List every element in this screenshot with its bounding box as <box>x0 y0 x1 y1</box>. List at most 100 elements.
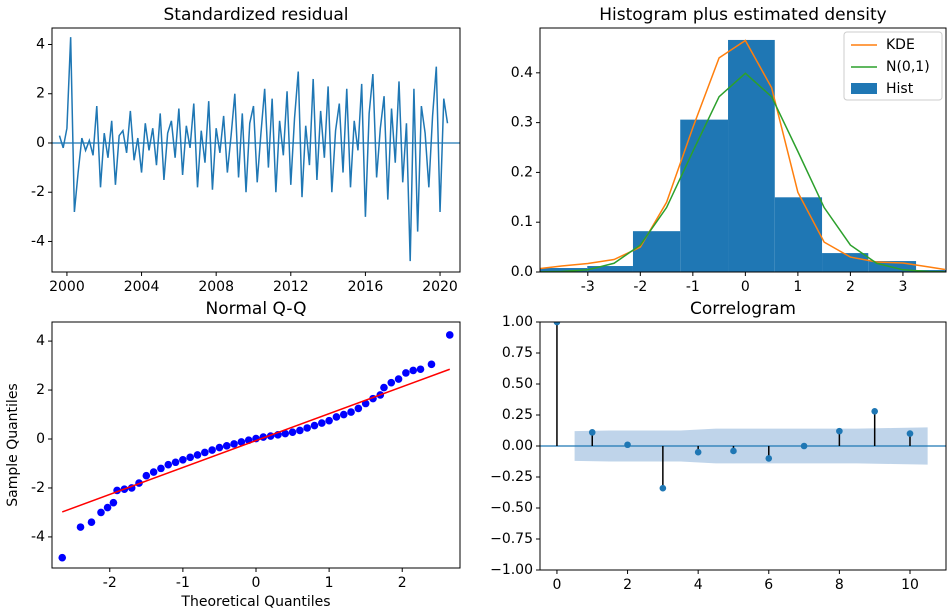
stem-marker <box>694 448 702 456</box>
y-tick-label: 1.00 <box>502 314 533 330</box>
x-tick-label: 2016 <box>348 279 384 295</box>
legend-label: KDE <box>886 37 915 53</box>
y-tick-label: 0.00 <box>502 438 533 454</box>
y-tick-label: −0.50 <box>490 500 533 516</box>
x-tick-label: 2008 <box>198 279 234 295</box>
x-tick-label: -1 <box>686 279 700 295</box>
y-tick-label: 0.3 <box>511 115 533 131</box>
y-tick-label: -4 <box>31 233 45 249</box>
qq-point <box>208 446 216 454</box>
y-tick-label: 2 <box>36 86 45 102</box>
residual-line <box>58 37 449 262</box>
qq-point <box>149 468 158 476</box>
x-tick-label: 2 <box>398 575 407 591</box>
qq-point <box>186 453 194 462</box>
x-tick-label: -2 <box>103 575 117 591</box>
y-tick-label: 0.25 <box>502 407 533 423</box>
axes-frame <box>51 321 461 569</box>
qq-point <box>281 429 290 438</box>
y-tick-label: -2 <box>31 184 45 200</box>
qq-point <box>288 428 297 436</box>
x-axis-label: Theoretical Quantiles <box>180 594 330 610</box>
x-tick-label: 1 <box>325 575 334 591</box>
y-tick-label: -2 <box>31 480 45 496</box>
stem-marker <box>871 407 878 415</box>
qq-point <box>332 413 341 421</box>
y-tick-label: 4 <box>36 36 45 52</box>
x-tick-label: -2 <box>633 279 647 295</box>
legend-label: N(0,1) <box>886 59 930 75</box>
qq-point <box>380 383 388 392</box>
stem-marker <box>906 430 914 437</box>
qq-point <box>58 553 67 562</box>
qq-point <box>109 498 118 507</box>
legend-label: Hist <box>886 81 914 97</box>
hist-bar <box>632 231 681 272</box>
qq-point <box>103 503 112 512</box>
y-axis-label: Sample Quantiles <box>5 383 21 506</box>
y-tick-label: 0.0 <box>511 264 533 280</box>
x-tick-label: 2020 <box>422 279 458 295</box>
stem-marker <box>553 322 561 326</box>
y-tick-label: 0.1 <box>511 214 533 230</box>
chart-title: Normal Q-Q <box>206 299 307 319</box>
legend-swatch <box>851 83 877 94</box>
stem-marker <box>836 427 843 435</box>
qq-point <box>416 365 425 374</box>
qq-point <box>303 424 311 432</box>
qq-point <box>325 416 333 425</box>
qq-point <box>171 458 180 467</box>
y-tick-label: 4 <box>36 333 45 349</box>
x-tick-label: 1 <box>793 279 802 295</box>
stem-marker <box>730 447 737 455</box>
qq-point <box>76 523 85 531</box>
x-tick-label: -3 <box>581 279 595 295</box>
qq-point <box>296 426 304 435</box>
y-tick-label: −1.00 <box>490 562 533 578</box>
qq-point <box>354 404 363 413</box>
y-tick-label: −0.25 <box>490 469 533 485</box>
qq-point <box>97 508 105 517</box>
y-tick-label: −0.75 <box>490 531 533 547</box>
x-tick-label: 2004 <box>124 279 160 295</box>
density-line <box>540 39 946 271</box>
chart-title: Correlogram <box>690 299 796 319</box>
y-tick-label: 0.4 <box>511 65 533 81</box>
reference-line <box>61 368 451 513</box>
plot-area <box>58 331 454 562</box>
hist-bar <box>680 119 729 272</box>
y-tick-label: 0 <box>36 431 45 447</box>
x-tick-label: 2000 <box>49 279 85 295</box>
x-tick-label: 8 <box>835 577 844 593</box>
qq-point <box>318 419 326 427</box>
x-tick-label: 10 <box>901 577 919 593</box>
qq-point <box>445 331 454 339</box>
x-tick-label: 2 <box>623 577 632 593</box>
qq-point <box>157 464 165 473</box>
plot-area <box>52 37 460 262</box>
stem-marker <box>588 429 596 436</box>
hist-bar <box>540 268 588 272</box>
qq-point <box>347 408 355 416</box>
qq-point <box>230 440 238 448</box>
x-tick-label: 2 <box>846 279 855 295</box>
stem-marker <box>800 442 808 450</box>
qq-point <box>427 360 436 369</box>
axes-frame <box>539 27 947 273</box>
y-tick-label: 0.75 <box>502 345 533 361</box>
chart-title: Standardized residual <box>164 5 349 25</box>
qq-point <box>402 369 410 377</box>
hist-bar <box>822 253 869 272</box>
qq-point <box>179 456 187 464</box>
x-tick-label: 0 <box>741 279 750 295</box>
qq-point <box>164 460 173 469</box>
hist-bar <box>728 39 775 272</box>
y-tick-label: 2 <box>36 382 45 398</box>
axes-frame <box>51 27 461 273</box>
chart-title: Histogram plus estimated density <box>599 5 886 25</box>
y-tick-label: 0.50 <box>502 376 533 392</box>
qq-point <box>409 366 418 375</box>
y-tick-label: 0.2 <box>511 164 533 180</box>
qq-point <box>201 448 209 457</box>
